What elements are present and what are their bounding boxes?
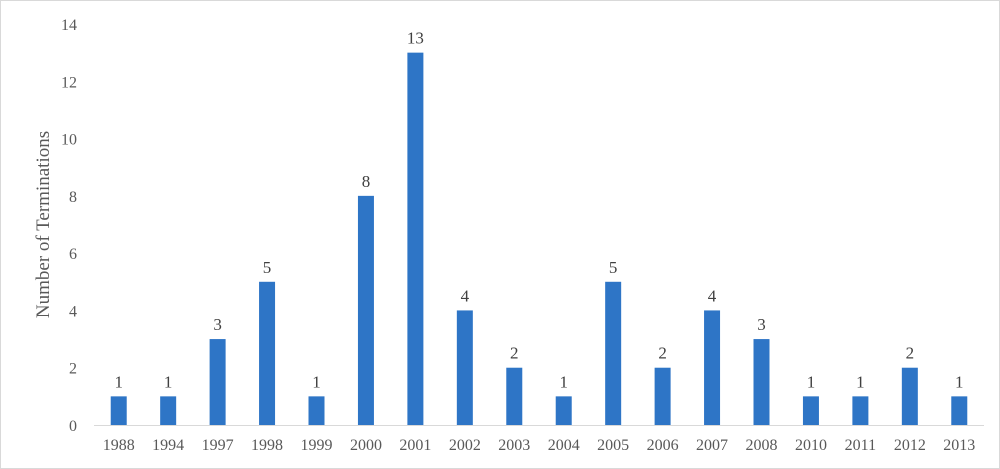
y-tick-label: 10 [61, 132, 77, 149]
data-label: 5 [263, 258, 272, 277]
bar [753, 339, 770, 425]
y-tick-label: 14 [61, 17, 77, 34]
y-tick-label: 0 [69, 418, 77, 435]
y-tick-label: 2 [69, 361, 77, 378]
y-tick-label: 6 [69, 246, 77, 263]
bar [852, 396, 869, 425]
bar [308, 396, 325, 425]
data-label: 1 [807, 372, 816, 391]
data-label: 5 [609, 258, 618, 277]
data-label: 1 [559, 372, 568, 391]
x-tick-label: 2000 [350, 437, 382, 454]
bar [605, 281, 622, 425]
y-tick-label: 12 [61, 74, 77, 91]
y-axis-title: Number of Terminations [33, 131, 54, 318]
data-label: 3 [213, 315, 222, 334]
data-label: 8 [362, 172, 371, 191]
data-label: 1 [312, 372, 321, 391]
x-tick-label: 2006 [647, 437, 679, 454]
bar [901, 367, 918, 425]
bar [951, 396, 968, 425]
bar [704, 310, 721, 425]
x-tick-label: 2005 [597, 437, 629, 454]
data-label: 1 [856, 372, 865, 391]
y-tick-label: 8 [69, 189, 77, 206]
data-label: 2 [510, 344, 519, 363]
x-tick-label: 2004 [548, 437, 580, 454]
x-tick-label: 2001 [399, 437, 431, 454]
bar [654, 367, 671, 425]
x-tick-label: 2012 [894, 437, 926, 454]
data-label: 1 [114, 372, 123, 391]
bar [357, 195, 374, 425]
data-label: 1 [164, 372, 173, 391]
x-tick-label: 2003 [498, 437, 530, 454]
bar [802, 396, 819, 425]
bar [456, 310, 473, 425]
bar [110, 396, 127, 425]
data-label: 2 [906, 344, 915, 363]
data-label: 1 [955, 372, 964, 391]
x-tick-label: 2013 [943, 437, 975, 454]
bar [506, 367, 523, 425]
bars [110, 52, 968, 426]
data-label: 3 [757, 315, 766, 334]
x-tick-label: 1999 [301, 437, 333, 454]
data-label: 4 [461, 286, 470, 305]
bar [407, 52, 424, 426]
x-tick-label: 1994 [152, 437, 184, 454]
bar [555, 396, 572, 425]
x-tick-label: 1988 [103, 437, 135, 454]
x-tick-label: 1997 [202, 437, 234, 454]
data-label: 4 [708, 286, 717, 305]
y-tick-label: 4 [69, 303, 77, 320]
data-label: 13 [407, 29, 424, 48]
x-tick-label: 2008 [746, 437, 778, 454]
bar [160, 396, 177, 425]
x-tick-label: 2002 [449, 437, 481, 454]
y-axis-ticks: 0 2 4 6 8 10 12 14 [61, 17, 77, 435]
bar [209, 339, 226, 425]
x-tick-label: 2011 [845, 437, 876, 454]
x-tick-label: 2007 [696, 437, 728, 454]
x-tick-label: 2010 [795, 437, 827, 454]
bar [259, 281, 276, 425]
x-axis-ticks: 1988 1994 1997 1998 1999 2000 2001 2002 2003 2004… [103, 437, 976, 454]
x-tick-label: 1998 [251, 437, 283, 454]
data-label: 2 [658, 344, 667, 363]
